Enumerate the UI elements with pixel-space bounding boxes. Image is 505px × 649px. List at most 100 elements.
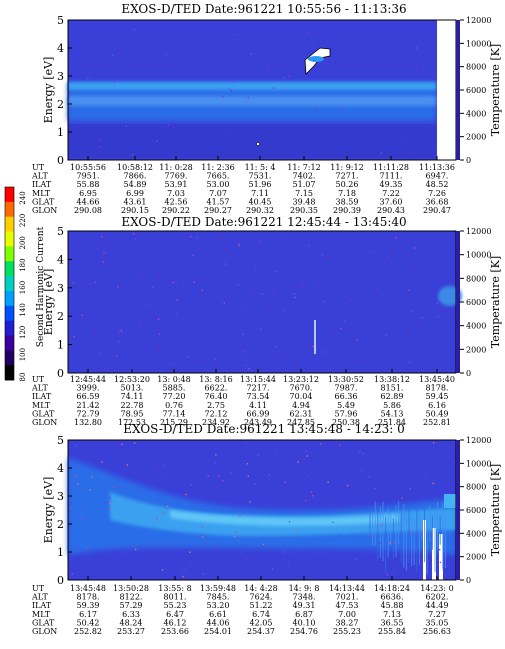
ephemeris-cell: 54.89 [124,180,147,189]
ephemeris-cell: 48.24 [120,618,143,627]
speckle [287,470,289,473]
speckle [91,476,94,478]
ephemeris-cell: 7.26 [428,189,446,198]
speckle [257,454,260,456]
colorbar-cell [5,320,14,336]
ephemeris-row-label: UT [32,375,45,384]
speckle [134,238,136,240]
speckle [157,318,160,320]
speckle [283,551,285,553]
speckle [437,559,439,561]
speckle [120,329,122,331]
speckle [238,244,240,247]
panel-1-band-bright [68,82,436,90]
ephemeris-cell: 255.23 [333,627,361,636]
speckle [410,532,412,534]
ephemeris-cell: 14: 9: 8 [289,584,320,593]
ephemeris-cell: 54.13 [381,409,404,418]
colorbar-tick-label: 80 [19,373,27,382]
speckle [70,507,72,509]
speckle [201,289,203,292]
speckle [305,450,307,452]
speckle [392,252,394,255]
ephemeris-cell: 7.22 [382,189,400,198]
speckle [298,286,301,289]
ephemeris-cell: 11:13:36 [419,163,455,172]
speckle [89,283,92,285]
y-tick-label: 2 [57,310,64,323]
right-tick-label: 12000 [466,436,491,445]
ephemeris-cell: 290.27 [204,206,232,215]
y-tick-label: 0 [57,154,64,167]
ephemeris-cell: 10:58:12 [117,163,153,172]
speckle [250,53,252,55]
speckle [322,351,324,353]
ephemeris-cell: 11: 2:36 [201,163,234,172]
ephemeris-cell: 254.76 [290,627,318,636]
ephemeris-cell: 13: 8:16 [199,375,232,384]
ephemeris-cell: 247.85 [287,418,315,427]
ephemeris-cell: 51.22 [250,601,273,610]
ephemeris-cell: 38.27 [336,618,359,627]
ephemeris-cell: 59.39 [77,601,100,610]
speckle [262,543,265,545]
speckle [214,358,216,360]
y-tick-label: 4 [57,42,64,55]
speckle [215,454,217,456]
colorbar-ticks: 240 220 200 180 160 140 120 100 80 [19,191,27,381]
ephemeris-cell: 4.11 [249,401,267,410]
right-tick-label: 6000 [466,86,486,95]
speckle [271,304,273,307]
ephemeris-row-label: GLAT [32,618,55,627]
speckle [322,300,325,303]
colorbar-cell [5,261,14,277]
speckle [189,565,191,567]
right-tick-label: 8000 [466,483,486,492]
ephemeris-cell: 21.42 [77,401,100,410]
ephemeris-cell: 8178. [77,593,100,602]
ephemeris-cell: 4.94 [292,401,310,410]
speckle [448,457,451,459]
colorbar-cell [5,187,14,203]
ephemeris-cell: 7.13 [383,610,401,619]
ephemeris-cell: 22.78 [121,401,144,410]
ephemeris-cell: 290.43 [377,206,405,215]
speckle [158,273,160,275]
y-tick-label: 5 [57,225,64,238]
speckle [157,346,160,348]
speckle [83,285,85,288]
ephemeris-cell: 7.15 [295,189,313,198]
panel-1-data-gap [437,20,456,160]
speckle [368,534,370,537]
panel-3-title: EXOS-D/TED Date:961221 13:45:48 - 14:23:… [123,422,405,436]
speckle [281,236,284,238]
speckle [175,312,177,314]
speckle [293,293,296,295]
speckle [192,254,194,257]
panel-1-small-dot [256,142,260,146]
speckle [86,547,88,549]
ephemeris-cell: 38.59 [336,197,359,206]
ephemeris-cell: 6.47 [166,610,184,619]
speckle [75,445,77,447]
speckle [287,564,290,566]
ephemeris-cell: 290.39 [333,206,361,215]
speckle [103,252,105,254]
speckle [340,327,342,330]
speckle [394,542,396,544]
ephemeris-cell: 36.55 [381,618,404,627]
speckle [343,319,346,322]
speckle [370,357,373,359]
ephemeris-row-label: GLON [32,627,57,636]
speckle [247,97,249,99]
speckle [310,491,313,494]
ephemeris-cell: 44.66 [77,197,100,206]
speckle [292,545,294,547]
y-tick-label: 3 [57,70,64,83]
speckle [233,34,235,36]
ephemeris-cell: 49.35 [380,180,403,189]
ephemeris-cell: 13:23:12 [283,375,319,384]
speckle [199,359,201,361]
speckle [395,236,397,239]
speckle [76,547,78,549]
